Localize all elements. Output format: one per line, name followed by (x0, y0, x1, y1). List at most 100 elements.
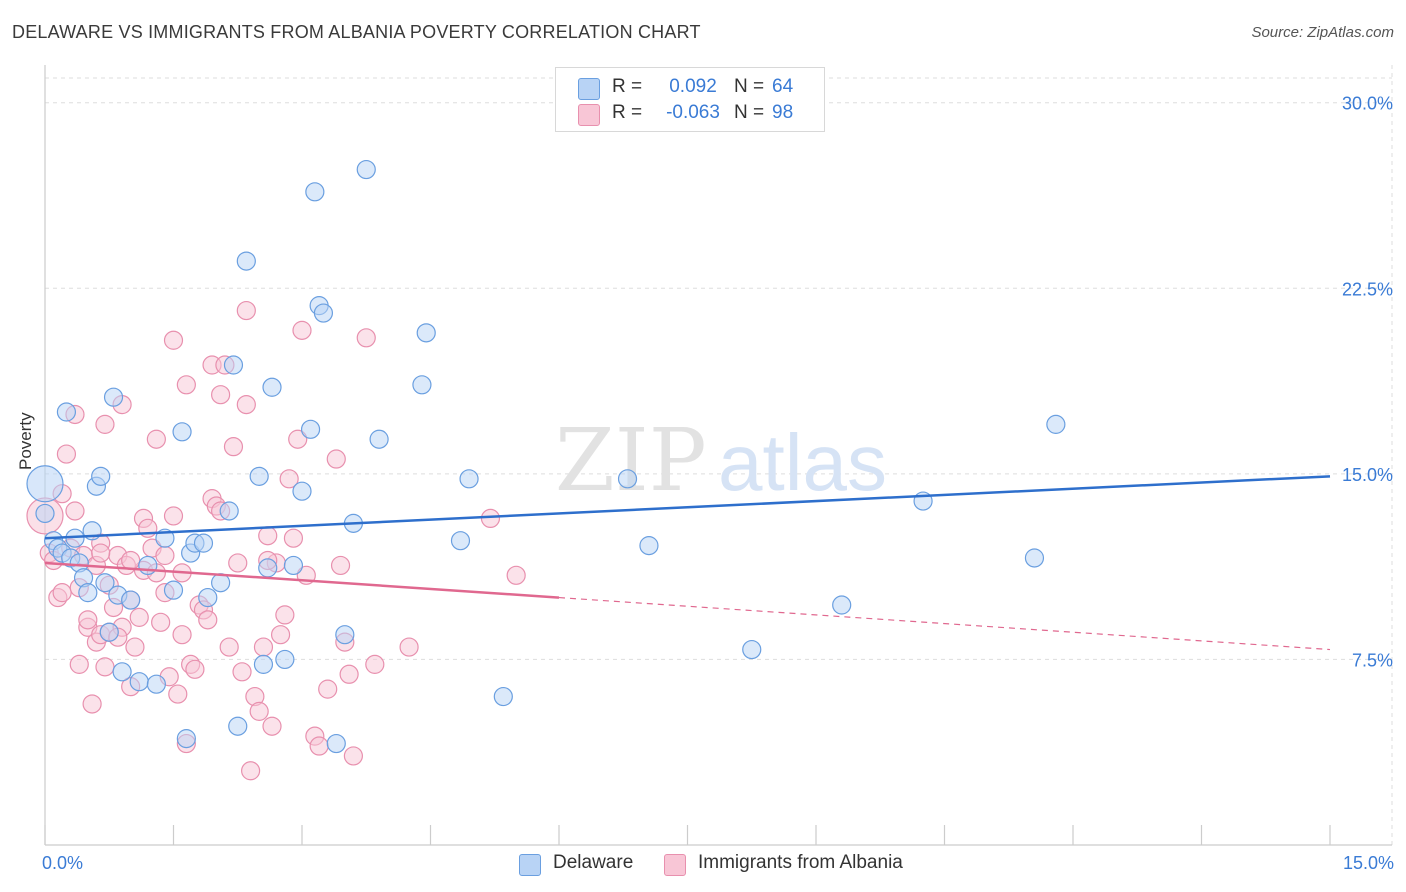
delaware-point (129, 672, 149, 692)
source-label: Source: ZipAtlas.com (1251, 24, 1394, 41)
r-value: -0.063 (666, 102, 720, 123)
delaware-point (198, 587, 218, 608)
albania-point (163, 506, 184, 526)
delaware-point (103, 387, 124, 407)
delaware-point (305, 182, 325, 202)
albania-point (275, 605, 295, 625)
albania-point (236, 300, 256, 321)
albania-point (95, 657, 115, 677)
delaware-point (35, 503, 55, 524)
grid-lines (45, 65, 1393, 845)
watermark-zip: ZIP (555, 411, 707, 511)
albania-point (399, 637, 419, 657)
albania-point (506, 565, 526, 585)
albania-swatch (578, 104, 600, 126)
albania-point (125, 637, 145, 657)
albania-point (258, 526, 278, 546)
albania-point (91, 543, 111, 563)
delaware-point (172, 422, 192, 442)
delaware-point (249, 466, 269, 486)
albania-point (176, 375, 196, 395)
albania-point (155, 545, 175, 566)
delaware-point (639, 536, 659, 556)
series-delaware-points (26, 159, 1066, 754)
delaware-point (223, 355, 244, 375)
delaware-point (26, 465, 64, 503)
delaware-point (459, 469, 479, 489)
delaware-point (78, 583, 98, 603)
albania-point (219, 637, 239, 657)
n-value: 64 (772, 76, 794, 97)
albania-point (228, 553, 248, 573)
delaware-point (91, 466, 111, 486)
r-label: R = (612, 76, 643, 97)
albania-point (129, 607, 149, 627)
albania-point (236, 394, 256, 415)
albania-point (65, 501, 85, 521)
albania-point (356, 328, 376, 348)
albania-point (292, 320, 312, 340)
y-axis-label: Poverty (16, 412, 35, 470)
albania-trend-extension (558, 596, 1331, 651)
delaware-point (228, 716, 248, 736)
watermark-atlas: atlas (718, 418, 887, 507)
albania-trend-line (44, 561, 560, 599)
delaware-point (176, 729, 196, 749)
albania-point (185, 659, 205, 679)
delaware-point (493, 686, 513, 707)
albania-point (198, 610, 218, 630)
albania-point (146, 429, 166, 449)
delaware-point (262, 377, 282, 397)
delaware-trend-line (44, 475, 1331, 540)
tick-labels: 7.5% 15.0% 22.5% 30.0% 0.0% 15.0% (42, 94, 1394, 873)
albania-point (82, 694, 102, 714)
albania-point (172, 625, 192, 645)
delaware-point (617, 469, 638, 489)
delaware-point (356, 159, 376, 180)
x-tick-label: 15.0% (1343, 853, 1394, 873)
albania-point (121, 550, 141, 571)
albania-point (288, 429, 308, 449)
albania-point (95, 414, 115, 434)
albania-point (330, 555, 351, 576)
albania-point (339, 664, 359, 684)
trend-lines (44, 475, 1331, 651)
albania-point (262, 716, 282, 736)
axes (44, 65, 1392, 846)
albania-point (318, 679, 338, 699)
delaware-point (369, 429, 389, 449)
delaware-point (193, 533, 214, 553)
albania-point (223, 437, 244, 457)
r-value: 0.092 (669, 76, 717, 97)
legend-label: Delaware (553, 852, 634, 873)
albania-point (163, 330, 184, 350)
albania-point (52, 583, 72, 603)
delaware-point (112, 662, 132, 682)
albania-swatch (664, 854, 686, 876)
watermark: ZIP atlas (555, 411, 887, 511)
albania-point (151, 612, 171, 632)
albania-point (326, 449, 346, 469)
albania-point (343, 746, 363, 766)
delaware-point (121, 590, 141, 610)
delaware-point (742, 639, 762, 660)
delaware-point (258, 558, 278, 578)
delaware-point (335, 625, 355, 645)
delaware-point (236, 251, 256, 271)
y-tick-label: 30.0% (1342, 94, 1393, 114)
delaware-point (412, 375, 432, 395)
albania-point (168, 684, 188, 704)
delaware-point (163, 580, 184, 600)
delaware-point (1024, 548, 1045, 568)
delaware-point (138, 555, 158, 576)
delaware-point (292, 481, 312, 501)
stats-legend: R = 0.092 N = 64 R = -0.063 N = 98 (555, 67, 825, 132)
n-label: N = (734, 102, 765, 123)
albania-point (480, 508, 501, 529)
albania-point (309, 736, 329, 756)
y-tick-label: 22.5% (1342, 279, 1393, 299)
delaware-point (1046, 414, 1066, 434)
delaware-point (313, 303, 334, 323)
delaware-point (832, 595, 852, 615)
